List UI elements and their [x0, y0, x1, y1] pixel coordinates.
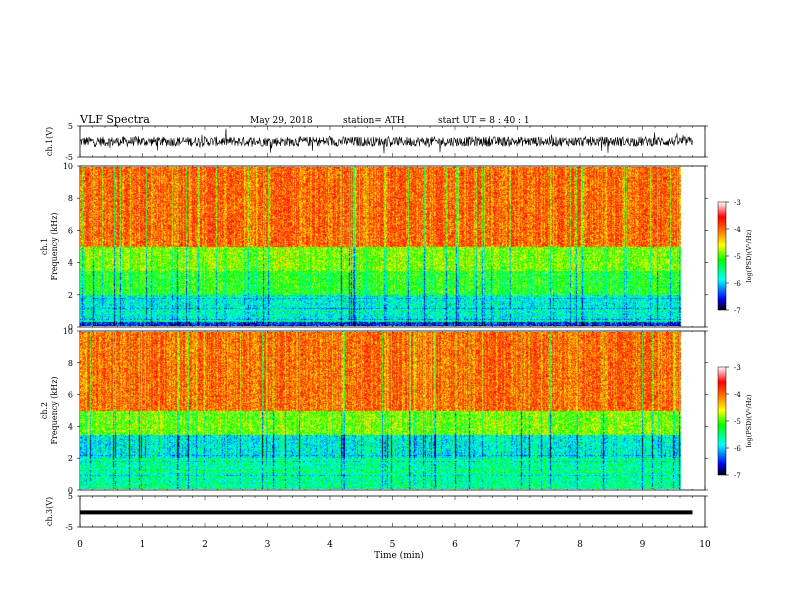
x-tick-label: 9: [640, 540, 646, 550]
ch1-waveform-ylabel: ch.1(V): [45, 127, 54, 156]
ch1-waveform-ytick-label: -5: [65, 153, 73, 162]
ch1-spectrogram-ytick-label: 4: [68, 259, 73, 268]
colorbar-tick-label: -7: [734, 307, 741, 315]
ch2-spectrogram-ytick-label: 2: [68, 454, 73, 463]
ch1-spectrogram-ylabel: Frequency (kHz): [50, 212, 59, 280]
colorbar-tick-label: -3: [734, 199, 741, 207]
ch1-waveform-ytick-label: 5: [68, 122, 73, 131]
x-tick-label: 6: [452, 540, 458, 550]
ch1-colorbar: -3 -4 -5 -6 -7 log(PSD)(V²/Hz): [717, 199, 753, 315]
ch1-spectrogram-ytick-label: 6: [68, 226, 73, 235]
x-tick-label: 8: [577, 540, 583, 550]
ch2-spectrogram-ylabel: Frequency (kHz): [50, 376, 59, 444]
ch3-waveform-ytick-label: -5: [65, 523, 73, 532]
ch1-spectrogram-ylabel: ch.1: [40, 238, 49, 255]
ch2-spectrogram-ytick-label: 0: [68, 486, 73, 495]
ch2-spectrogram-ytick-label: 6: [68, 391, 73, 400]
chart-title: VLF Spectra: [79, 113, 150, 126]
colorbar-tick-label: -5: [734, 253, 741, 261]
x-tick-label: 2: [202, 540, 208, 550]
ch1-spectrogram-ytick-label: 2: [68, 291, 73, 300]
start-time-label: start UT = 8 : 40 : 1: [438, 116, 530, 126]
ch1-spectrogram-ytick-label: 0: [68, 323, 73, 332]
ch2-spectrogram-ytick-label: 10: [63, 327, 73, 336]
ch3-waveform-ytick-label: 5: [68, 492, 73, 501]
ch2-spectrogram-ylabel: ch.2: [40, 402, 49, 419]
ch2-spectrogram: [80, 332, 693, 489]
x-tick-label: 5: [390, 540, 396, 550]
colorbar-tick-label: -3: [734, 364, 741, 372]
colorbar-label: log(PSD)(V²/Hz): [745, 394, 753, 447]
ch2-spectrogram-ytick-label: 4: [68, 422, 73, 431]
x-tick-label: 3: [265, 540, 271, 550]
ch1-spectrogram-ytick-label: 10: [63, 162, 73, 171]
colorbar-tick-label: -4: [734, 226, 741, 234]
x-tick-label: 1: [140, 540, 146, 550]
x-tick-label: 4: [327, 540, 333, 550]
ch2-spectrogram-ytick-label: 8: [68, 359, 73, 368]
x-tick-label: 0: [77, 540, 83, 550]
ch3-waveform-ylabel: ch.3(V): [45, 497, 54, 526]
colorbar-scale: [717, 366, 727, 476]
colorbar-tick-label: -6: [734, 280, 741, 288]
colorbar-label: log(PSD)(V²/Hz): [745, 229, 753, 282]
ch1-waveform-line: [79, 128, 693, 154]
x-tick-label: 7: [515, 540, 521, 550]
ch1-spectrogram-ytick-label: 8: [68, 194, 73, 203]
station-label: station= ATH: [343, 116, 405, 126]
date-label: May 29, 2018: [250, 116, 313, 126]
colorbar-tick-label: -6: [734, 445, 741, 453]
colorbar-scale: [717, 201, 727, 311]
ch2-colorbar: -3 -4 -5 -6 -7 log(PSD)(V²/Hz): [717, 364, 753, 480]
colorbar-tick-label: -5: [734, 418, 741, 426]
x-tick-label: 10: [699, 540, 711, 550]
ch1-spectrogram: [80, 167, 693, 326]
colorbar-tick-label: -7: [734, 472, 741, 480]
colorbar-tick-label: -4: [734, 391, 741, 399]
x-axis-title: Time (min): [374, 550, 424, 561]
